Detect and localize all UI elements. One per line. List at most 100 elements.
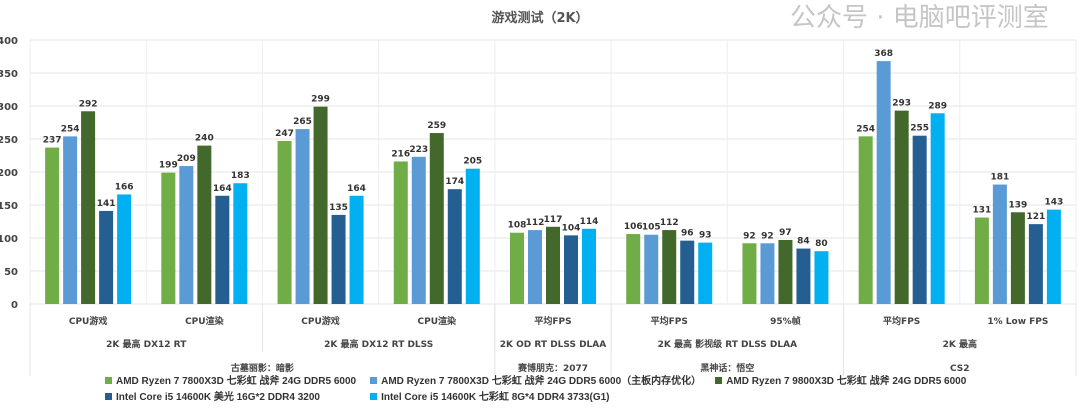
- bar: [99, 210, 114, 304]
- bar: [546, 226, 560, 304]
- x-tick-label: CPU渲染: [418, 315, 458, 327]
- data-label: 96: [681, 229, 694, 239]
- bar: [1046, 209, 1061, 304]
- data-label: 93: [699, 231, 712, 241]
- bar: [197, 145, 212, 304]
- data-label: 135: [329, 203, 348, 213]
- x-tick-label: CPU游戏: [301, 315, 340, 327]
- data-label: 255: [910, 124, 929, 134]
- data-label: 259: [427, 121, 446, 131]
- x-group-label: 2K 最高 DX12 RT DLSS: [324, 338, 433, 350]
- legend-label: AMD Ryzen 7 7800X3D 七彩虹 战斧 24G DDR5 6000…: [381, 376, 702, 387]
- data-label: 166: [115, 182, 134, 192]
- bar: [760, 243, 775, 304]
- data-label: 131: [972, 206, 991, 216]
- bar: [858, 136, 873, 304]
- legend-label: AMD Ryzen 7 7800X3D 七彩虹 战斧 24G DDR5 6000: [116, 376, 357, 387]
- bar: [796, 248, 811, 304]
- y-tick-label: 350: [0, 69, 18, 80]
- legend-item: AMD Ryzen 7 7800X3D 七彩虹 战斧 24G DDR5 6000…: [370, 375, 701, 388]
- x-supergroup-label: CS2: [950, 364, 970, 374]
- x-group-label: 2K 最高 DX12 RT: [106, 338, 187, 350]
- data-label: 299: [311, 95, 330, 105]
- bar: [742, 243, 757, 304]
- bar: [894, 110, 909, 305]
- bar: [644, 234, 659, 304]
- data-label: 292: [79, 99, 98, 109]
- data-label: 164: [213, 184, 232, 194]
- bar: [411, 156, 426, 304]
- bar: [313, 106, 328, 304]
- legend-swatch: [105, 393, 112, 400]
- bar: [45, 147, 60, 304]
- data-label: 117: [544, 215, 563, 225]
- bar: [1028, 224, 1043, 304]
- bar: [778, 239, 793, 304]
- data-label: 141: [97, 199, 116, 209]
- data-label: 223: [409, 145, 428, 155]
- y-tick-label: 400: [0, 36, 18, 47]
- bar: [680, 240, 695, 304]
- legend-swatch: [105, 377, 112, 384]
- data-label: 92: [761, 231, 774, 241]
- data-label: 139: [1008, 200, 1027, 210]
- bar: [814, 251, 829, 304]
- y-tick-label: 50: [4, 267, 18, 278]
- data-label: 289: [928, 101, 947, 111]
- x-tick-label: CPU游戏: [69, 315, 108, 327]
- bar: [233, 183, 248, 304]
- x-group-label: 2K OD RT DLSS DLAA: [500, 340, 606, 350]
- bar: [215, 195, 230, 304]
- data-label: 368: [874, 49, 893, 59]
- legend-item: AMD Ryzen 7 7800X3D 七彩虹 战斧 24G DDR5 6000: [105, 375, 356, 388]
- data-label: 104: [562, 223, 581, 233]
- data-label: 108: [508, 221, 527, 231]
- y-tick-label: 250: [0, 135, 18, 146]
- bar: [662, 230, 677, 304]
- bar: [277, 140, 292, 304]
- bar: [930, 113, 945, 304]
- x-group-label: 2K 最高 影视级 RT DLSS DLAA: [658, 338, 798, 350]
- y-tick-label: 300: [0, 102, 18, 113]
- data-label: 121: [1026, 212, 1045, 222]
- bar: [912, 135, 927, 304]
- watermark: 公众号 · 电脑吧评测室: [790, 3, 1049, 33]
- data-label: 164: [347, 184, 366, 194]
- bar: [117, 194, 132, 304]
- x-supergroup-label: 黑神话：悟空: [700, 362, 754, 374]
- x-tick-label: 平均FPS: [883, 315, 920, 327]
- legend-swatch: [715, 377, 723, 384]
- legend-label: AMD Ryzen 7 9800X3D 七彩虹 战斧 24G DDR5 6000: [726, 376, 967, 387]
- bar: [349, 195, 364, 304]
- data-label: 84: [797, 237, 810, 247]
- data-label: 209: [177, 154, 196, 164]
- data-label: 143: [1044, 198, 1063, 208]
- x-tick-label: 平均FPS: [534, 315, 571, 327]
- bar: [698, 242, 713, 304]
- data-label: 216: [391, 149, 410, 159]
- bar: [179, 166, 194, 304]
- bar: [63, 136, 78, 304]
- bar: [161, 172, 176, 304]
- bar: [992, 184, 1007, 304]
- bar: [626, 234, 641, 304]
- bar: [331, 214, 346, 304]
- legend-swatch: [370, 377, 378, 384]
- bar: [81, 111, 96, 304]
- bar: [295, 129, 310, 304]
- data-label: 80: [815, 239, 828, 249]
- data-label: 240: [195, 134, 214, 144]
- bar: [528, 230, 542, 304]
- y-tick-label: 150: [0, 201, 18, 212]
- data-label: 112: [526, 218, 545, 228]
- x-group-label: 2K 最高: [943, 338, 977, 350]
- bar: [447, 189, 462, 304]
- bar: [510, 232, 524, 304]
- bar: [1010, 212, 1025, 304]
- data-label: 293: [892, 99, 911, 109]
- data-label: 97: [779, 228, 792, 238]
- legend-item: Intel Core i5 14600K 七彩虹 8G*4 DDR4 3733(…: [370, 391, 701, 404]
- data-label: 247: [275, 129, 294, 139]
- bar: [582, 228, 596, 304]
